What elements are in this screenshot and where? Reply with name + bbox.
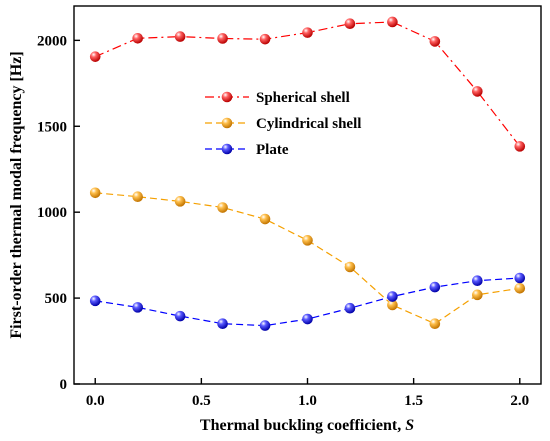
data-point-cylindrical-shell [429,318,441,329]
x-tick-label: 0.5 [192,393,211,409]
data-point-cylindrical-shell [174,196,186,207]
plot-frame [73,5,542,385]
data-point-spherical-shell [217,33,228,44]
y-axis-title: First-order thermal modal frequency [Hz] [8,51,25,338]
data-point-cylindrical-shell [472,289,483,301]
data-point-cylindrical-shell [259,213,271,225]
x-tick-label: 2.0 [510,393,529,409]
data-point-spherical-shell [302,27,313,38]
data-point-spherical-shell [472,86,483,97]
x-tick-label: 1.5 [404,393,423,409]
data-point-plate [387,291,398,302]
legend-marker [221,91,233,103]
data-point-plate [217,318,228,329]
legend-entry-spherical-shell: Spherical shell [205,90,350,106]
data-point-plate [259,320,271,331]
data-point-spherical-shell [259,33,271,45]
y-tick-label: 1000 [37,205,67,221]
data-point-plate [429,281,441,293]
legend-entry-plate: Plate [205,142,289,158]
data-point-plate [174,310,186,322]
series-line-cylindrical-shell [95,192,520,325]
series-spherical-shell [89,16,526,152]
data-point-plate [132,302,143,313]
legend-label: Cylindrical shell [256,116,361,132]
data-point-spherical-shell [387,16,398,28]
data-point-plate [344,302,356,314]
data-point-cylindrical-shell [89,187,101,199]
legend-marker [221,117,233,129]
legend-label: Plate [256,142,289,158]
series-layer [89,16,526,331]
data-point-cylindrical-shell [302,235,313,246]
y-tick-label: 500 [45,291,68,307]
x-tick-label: 1.0 [298,393,317,409]
series-plate [89,272,526,331]
data-point-spherical-shell [174,31,186,42]
series-cylindrical-shell [89,187,526,329]
legend-label: Spherical shell [256,90,350,106]
y-tick-label: 1500 [37,119,67,135]
data-point-spherical-shell [344,18,356,29]
data-point-spherical-shell [132,33,143,44]
data-point-spherical-shell [89,51,101,62]
data-point-plate [302,313,313,325]
legend-marker [221,143,233,155]
y-tick-label: 2000 [37,33,67,49]
data-point-cylindrical-shell [344,261,356,273]
legend-entry-cylindrical-shell: Cylindrical shell [205,116,361,132]
x-axis-title: Thermal buckling coefficient, S [200,417,414,434]
data-point-cylindrical-shell [514,282,526,294]
data-point-plate [514,272,526,284]
x-tick-label: 0.0 [86,393,105,409]
data-point-plate [472,275,483,287]
data-point-spherical-shell [429,36,441,47]
data-point-cylindrical-shell [387,299,398,311]
data-point-plate [89,295,101,307]
data-point-spherical-shell [514,141,526,152]
axis-ticks: 0.0 0.5 1.0 1.5 2.0 0 500 1000 1500 2000 [37,33,529,409]
legend: Spherical shell Cylindrical shell Plate [205,90,361,158]
data-point-cylindrical-shell [132,191,143,203]
y-tick-label: 0 [60,377,68,393]
data-point-cylindrical-shell [217,202,228,213]
